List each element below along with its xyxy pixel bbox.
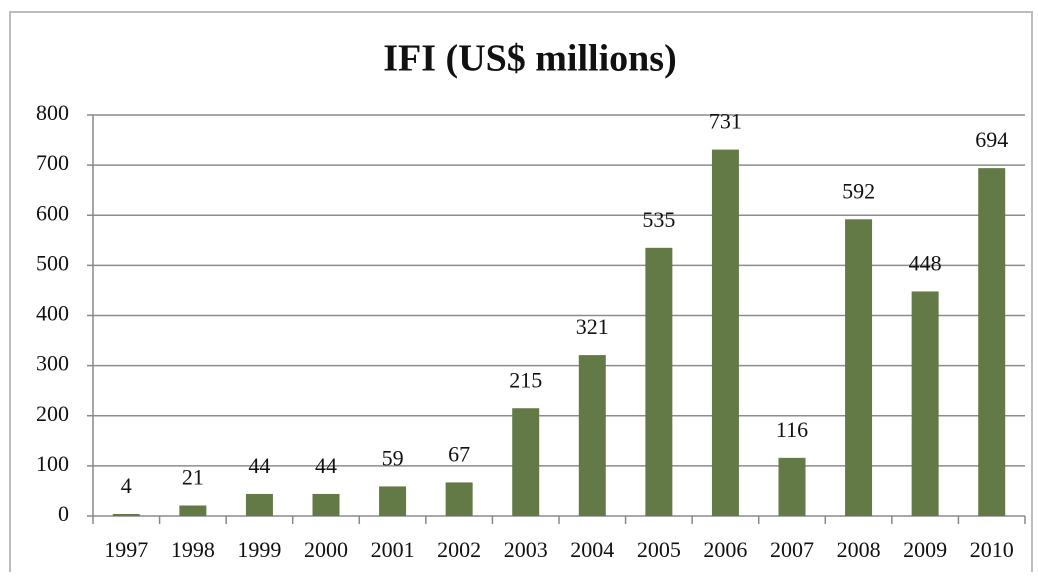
bar xyxy=(778,457,806,516)
data-label: 44 xyxy=(315,453,337,478)
x-tick-label: 1998 xyxy=(171,537,215,562)
x-tick-label: 2007 xyxy=(770,537,814,562)
x-tick-label: 2002 xyxy=(437,537,481,562)
data-label: 448 xyxy=(909,250,942,275)
bar xyxy=(512,408,540,516)
x-tick-label: 2000 xyxy=(304,537,348,562)
x-tick-label: 1999 xyxy=(237,537,281,562)
bar xyxy=(645,247,673,517)
chart-title: IFI (US$ millions) xyxy=(383,38,676,80)
data-label: 731 xyxy=(709,109,742,134)
data-label: 694 xyxy=(975,127,1008,152)
bar xyxy=(179,505,207,516)
bar xyxy=(845,219,873,516)
data-label: 67 xyxy=(448,441,470,466)
data-label: 59 xyxy=(382,445,404,470)
data-label: 592 xyxy=(842,178,875,203)
x-tick-label: 2006 xyxy=(703,537,747,562)
bar xyxy=(245,493,273,516)
bar xyxy=(711,149,739,516)
bar xyxy=(978,168,1006,516)
y-tick-label: 500 xyxy=(36,250,69,275)
data-label: 116 xyxy=(776,417,808,442)
data-label: 44 xyxy=(248,453,270,478)
y-tick-label: 400 xyxy=(36,301,69,326)
bar xyxy=(312,493,340,516)
x-tick-label: 2009 xyxy=(903,537,947,562)
data-label: 321 xyxy=(576,314,609,339)
x-tick-label: 2008 xyxy=(837,537,881,562)
data-label: 535 xyxy=(642,207,675,232)
y-tick-label: 800 xyxy=(36,100,69,125)
y-tick-label: 700 xyxy=(36,150,69,175)
x-tick-label: 1997 xyxy=(104,537,148,562)
y-tick-label: 200 xyxy=(36,401,69,426)
data-label: 21 xyxy=(182,465,204,490)
bar xyxy=(379,486,407,516)
x-tick-label: 2001 xyxy=(371,537,415,562)
x-tick-label: 2003 xyxy=(504,537,548,562)
data-label: 215 xyxy=(509,367,542,392)
x-tick-label: 2005 xyxy=(637,537,681,562)
y-tick-label: 300 xyxy=(36,351,69,376)
bar xyxy=(911,291,939,516)
bar xyxy=(578,355,606,516)
bar xyxy=(112,513,140,516)
x-tick-label: 2010 xyxy=(970,537,1014,562)
y-tick-label: 0 xyxy=(58,501,69,526)
bar xyxy=(445,482,473,516)
y-tick-label: 600 xyxy=(36,200,69,225)
y-tick-label: 100 xyxy=(36,451,69,476)
data-label: 4 xyxy=(121,473,132,498)
x-tick-label: 2004 xyxy=(570,537,614,562)
